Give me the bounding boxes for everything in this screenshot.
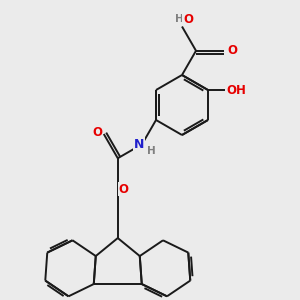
Text: O: O: [93, 125, 103, 139]
Text: OH: OH: [226, 83, 246, 97]
Text: H: H: [147, 146, 155, 156]
Text: O: O: [119, 183, 129, 196]
Text: H: H: [175, 14, 183, 23]
Text: O: O: [183, 13, 193, 26]
Text: O: O: [227, 44, 237, 57]
Text: N: N: [134, 138, 144, 151]
